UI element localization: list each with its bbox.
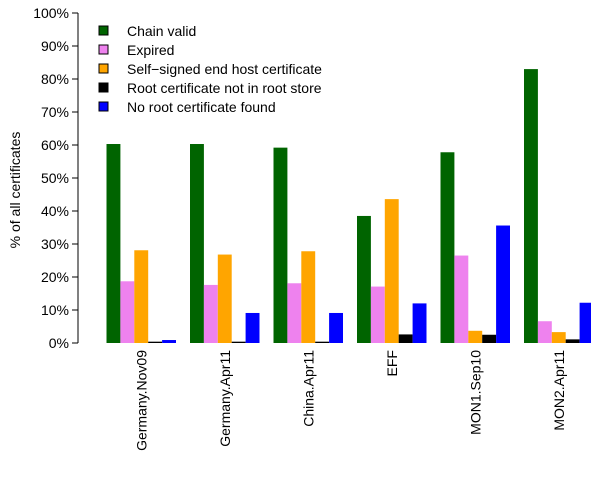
x-tick-label: China.Apr11 xyxy=(300,350,316,427)
legend: Chain valid Expired Self−signed end host c… xyxy=(98,23,322,115)
bar-group-2 xyxy=(273,147,343,343)
bar xyxy=(482,334,497,343)
bar-group-1 xyxy=(190,144,260,343)
bar xyxy=(134,250,149,343)
legend-swatch xyxy=(98,101,109,112)
bar xyxy=(468,330,483,343)
bar xyxy=(245,312,260,343)
x-tick-label: Germany.Apr11 xyxy=(217,350,233,447)
x-tick-label: EFF xyxy=(384,350,400,376)
y-tick-label: 0% xyxy=(49,335,69,351)
bar xyxy=(190,144,204,343)
bar xyxy=(384,199,399,343)
bar xyxy=(412,303,427,343)
bar xyxy=(287,283,302,343)
y-tick-label: 20% xyxy=(41,269,69,285)
y-axis-title: % of all certificates xyxy=(7,132,23,249)
x-tick-label: MON2.Apr11 xyxy=(551,350,567,431)
legend-label: Chain valid xyxy=(127,23,196,39)
y-tick-label: 30% xyxy=(41,236,69,252)
bar xyxy=(273,147,288,343)
bar-group-4 xyxy=(440,152,510,343)
bar xyxy=(162,340,176,343)
x-axis-labels: Germany.Nov09 Germany.Apr11 China.Apr11 EFF… xyxy=(133,350,567,451)
y-tick-label: 10% xyxy=(41,302,69,318)
bar xyxy=(106,144,121,343)
bar xyxy=(537,321,552,343)
x-tick-label: MON1.Sep10 xyxy=(467,350,483,435)
legend-swatch xyxy=(98,63,109,74)
bar xyxy=(203,284,218,343)
bar xyxy=(148,341,163,343)
bar xyxy=(565,339,580,343)
y-axis-ticks: 0% 10% 20% 30% 40% 50% 60% 70% 80% 90% 100% xyxy=(33,5,78,351)
bar xyxy=(329,312,343,343)
y-tick-label: 50% xyxy=(41,170,69,186)
bar xyxy=(440,152,455,343)
bar xyxy=(370,286,385,343)
y-tick-label: 40% xyxy=(41,203,69,219)
bar xyxy=(357,215,371,343)
bar xyxy=(398,334,413,343)
x-tick-label: Germany.Nov09 xyxy=(133,350,149,451)
bar xyxy=(579,302,591,343)
bar xyxy=(231,341,246,343)
y-tick-label: 60% xyxy=(41,137,69,153)
bar xyxy=(524,69,538,343)
legend-swatch xyxy=(98,44,109,55)
legend-label: Root certificate not in root store xyxy=(127,80,322,96)
bar xyxy=(551,332,566,343)
legend-label: No root certificate found xyxy=(127,99,276,115)
bar xyxy=(120,281,135,343)
legend-swatch xyxy=(98,82,109,93)
legend-label: Expired xyxy=(127,42,174,58)
legend-swatch xyxy=(98,25,109,36)
y-tick-label: 70% xyxy=(41,104,69,120)
bar xyxy=(454,255,469,343)
bar xyxy=(301,251,316,343)
bar xyxy=(217,254,232,343)
y-tick-label: 80% xyxy=(41,71,69,87)
bar xyxy=(315,341,330,343)
bar xyxy=(496,225,510,343)
bars xyxy=(106,69,591,343)
bar-group-0 xyxy=(106,144,176,343)
legend-label: Self−signed end host certificate xyxy=(127,61,322,77)
y-tick-label: 90% xyxy=(41,38,69,54)
bar-group-5 xyxy=(524,69,591,343)
y-tick-label: 100% xyxy=(33,5,69,21)
bar-group-3 xyxy=(357,199,427,343)
